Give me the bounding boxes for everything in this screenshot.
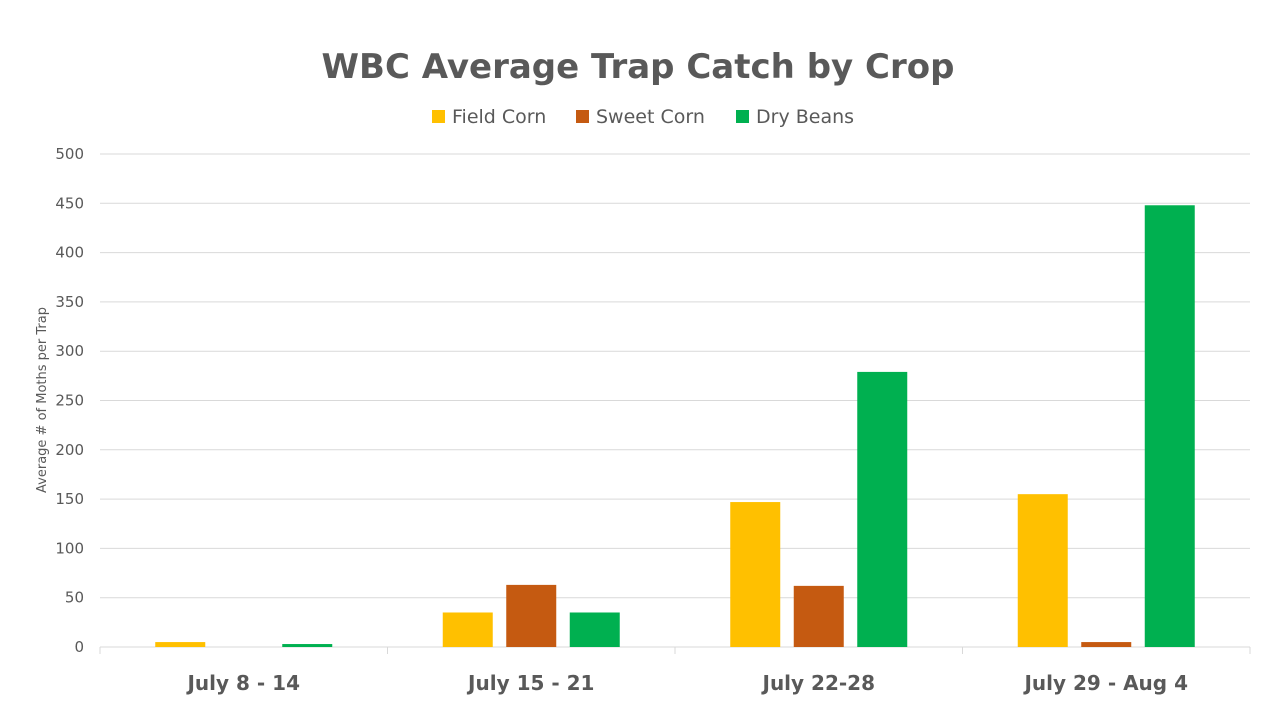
y-tick-label: 350 [55,293,84,311]
bar-sweet-corn [1081,642,1132,647]
y-tick-label: 150 [55,490,84,508]
x-tick-label: July 15 - 21 [466,671,594,695]
bar-dry-beans [857,371,908,647]
legend-label: Sweet Corn [596,106,705,128]
y-tick-label: 300 [55,342,84,360]
y-tick-label: 400 [55,244,84,262]
y-tick-label: 250 [55,392,84,410]
bar-field-corn [730,502,781,647]
bar-dry-beans [1144,205,1195,647]
x-tick-label: July 22-28 [761,671,876,695]
y-tick-label: 200 [55,441,84,459]
y-tick-label: 500 [55,145,84,163]
y-axis-label: Average # of Moths per Trap [35,307,50,493]
legend-swatch [432,110,445,123]
bar-dry-beans [569,612,620,647]
chart-title: WBC Average Trap Catch by Crop [322,47,955,87]
y-tick-label: 100 [55,539,84,557]
bar-sweet-corn [506,584,557,647]
y-tick-label: 50 [65,589,84,607]
x-tick-label: July 8 - 14 [185,671,300,695]
y-tick-label: 450 [55,194,84,212]
bar-field-corn [155,642,206,647]
bar-sweet-corn [793,585,844,647]
legend-label: Dry Beans [756,106,854,128]
legend-label: Field Corn [452,106,546,128]
legend-swatch [576,110,589,123]
bar-dry-beans [282,644,333,647]
bar-field-corn [442,612,493,647]
legend-swatch [736,110,749,123]
y-tick-label: 0 [74,638,84,656]
bar-field-corn [1017,494,1068,647]
x-tick-label: July 29 - Aug 4 [1022,671,1188,695]
